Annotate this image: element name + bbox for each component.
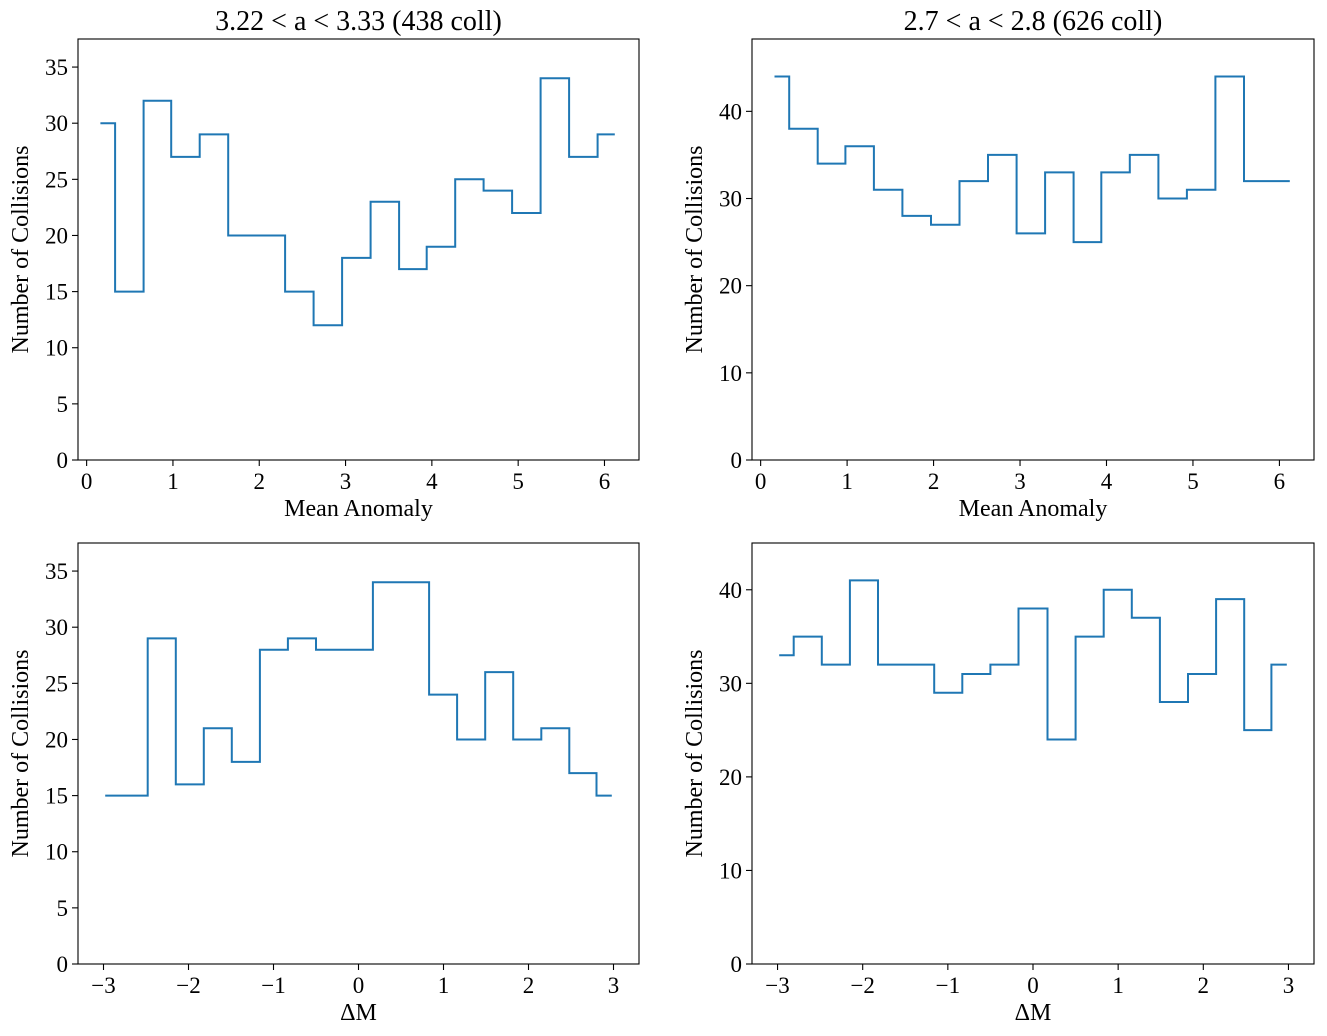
x-tick-label: 1 (438, 973, 450, 998)
x-tick-label: 6 (1274, 469, 1286, 494)
y-tick-label: 20 (45, 223, 68, 248)
histogram-step-line (774, 75, 1290, 244)
x-tick-label: 2 (1198, 973, 1210, 998)
histogram-step-line (100, 77, 615, 327)
y-tick-label: 25 (45, 167, 68, 192)
y-tick-label: 15 (45, 784, 68, 809)
y-tick-label: 0 (57, 952, 69, 977)
x-tick-label: 1 (167, 469, 179, 494)
y-tick-label: 40 (719, 578, 742, 603)
y-tick-label: 5 (57, 392, 69, 417)
y-tick-label: 20 (719, 765, 742, 790)
y-tick-label: 10 (719, 361, 742, 386)
panel-top-left: 0 1 2 3 4 5 6 0 5 10 15 20 25 30 35 Mean Anomaly Number … (8, 6, 640, 522)
y-axis-label: Number of Collisions (682, 146, 708, 354)
x-tick-label: 5 (1187, 469, 1199, 494)
x-tick-label: −3 (91, 973, 115, 998)
y-tick-label: 30 (45, 111, 68, 136)
y-tick-label: 10 (45, 336, 68, 361)
x-tick-label: 3 (608, 973, 620, 998)
y-tick-label: 40 (719, 99, 742, 124)
y-tick-label: 30 (719, 671, 742, 696)
x-tick-label: 4 (1101, 469, 1113, 494)
axes-frame (751, 38, 1315, 461)
y-tick-label: 30 (719, 187, 742, 212)
x-tick-label: 0 (353, 973, 365, 998)
panel-top-right: 0 1 2 3 4 5 6 0 10 20 30 40 Mean Anomaly Number of Co… (682, 6, 1315, 522)
x-tick-label: 6 (599, 469, 611, 494)
y-tick-label: 10 (45, 840, 68, 865)
x-tick-label: 0 (81, 469, 93, 494)
axes-frame (751, 542, 1315, 965)
y-axis-label: Number of Collisions (8, 650, 34, 858)
x-axis-label: ΔM (340, 1000, 377, 1026)
x-tick-label: 2 (253, 469, 265, 494)
x-axis-label: ΔM (1015, 1000, 1052, 1026)
x-axis-label: Mean Anomaly (959, 496, 1108, 522)
x-tick-label: 1 (841, 469, 853, 494)
x-tick-label: −3 (765, 973, 789, 998)
y-tick-label: 5 (57, 896, 69, 921)
axes-frame (77, 38, 640, 461)
y-tick-label: 15 (45, 280, 68, 305)
x-tick-label: 3 (340, 469, 352, 494)
x-tick-label: 3 (1014, 469, 1026, 494)
x-tick-label: 2 (928, 469, 940, 494)
y-tick-label: 35 (45, 559, 68, 584)
y-tick-label: 20 (719, 274, 742, 299)
x-tick-label: 1 (1112, 973, 1124, 998)
x-tick-label: 2 (523, 973, 535, 998)
y-tick-label: 35 (45, 55, 68, 80)
x-tick-label: 3 (1283, 973, 1295, 998)
y-tick-label: 0 (57, 448, 69, 473)
x-tick-label: 0 (1027, 973, 1039, 998)
y-axis-label: Number of Collisions (8, 146, 34, 354)
y-tick-label: 0 (731, 448, 743, 473)
y-axis-label: Number of Collisions (682, 650, 708, 858)
histogram-step-line (105, 581, 612, 797)
y-tick-label: 10 (719, 858, 742, 883)
x-tick-label: 4 (426, 469, 438, 494)
x-axis-label: Mean Anomaly (284, 496, 433, 522)
chart-title: 3.22 < a < 3.33 (438 coll) (215, 6, 502, 37)
x-tick-label: −1 (936, 973, 960, 998)
x-tick-label: 5 (512, 469, 524, 494)
x-tick-label: −1 (261, 973, 285, 998)
x-tick-label: −2 (176, 973, 200, 998)
x-tick-label: 0 (755, 469, 767, 494)
chart-title: 2.7 < a < 2.8 (626 coll) (904, 6, 1163, 37)
y-tick-label: 20 (45, 727, 68, 752)
x-tick-label: −2 (850, 973, 874, 998)
y-tick-label: 0 (731, 952, 743, 977)
axes-frame (77, 542, 640, 965)
y-tick-label: 30 (45, 615, 68, 640)
histogram-step-line (779, 579, 1287, 741)
y-tick-label: 25 (45, 671, 68, 696)
